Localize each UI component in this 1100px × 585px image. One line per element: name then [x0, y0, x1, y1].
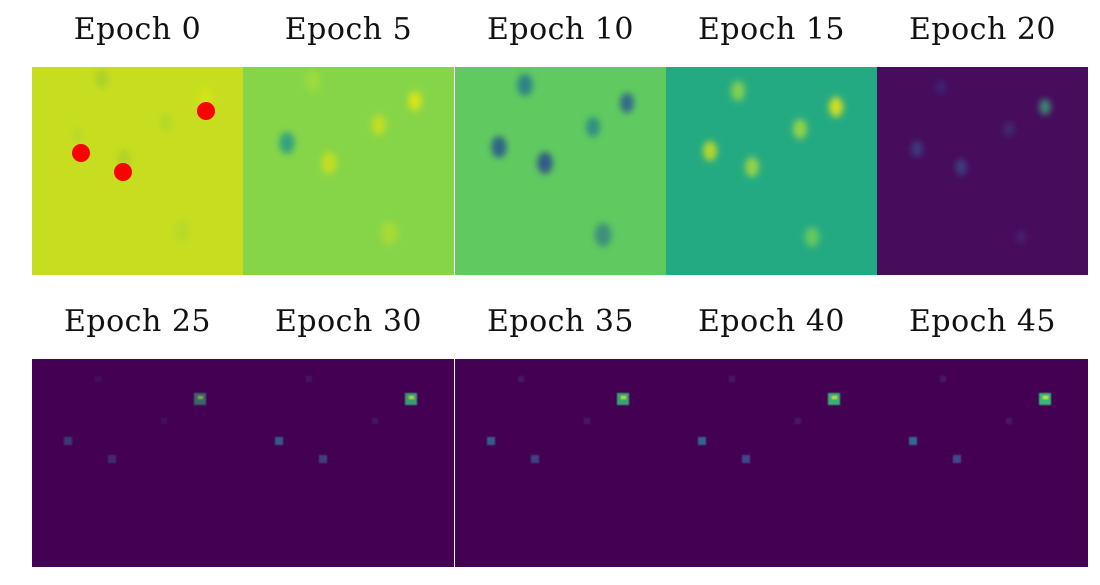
heatmap-background: [877, 359, 1088, 567]
activation-peak: [621, 396, 626, 399]
activation-peak: [1043, 396, 1048, 399]
activation-blob: [955, 159, 967, 175]
activation-blob: [731, 81, 745, 101]
heatmap-panel: [666, 359, 877, 567]
activation-blob: [321, 152, 337, 174]
activation-blob: [517, 74, 533, 96]
heatmap-panel: [877, 67, 1088, 275]
panel-title: Epoch 0: [73, 12, 202, 47]
heatmap-image: [243, 359, 454, 567]
activation-blob: [793, 119, 807, 139]
heatmap-panel: [455, 67, 666, 275]
activation-blob: [487, 437, 495, 445]
activation-blob: [372, 115, 386, 135]
activation-blob: [71, 126, 85, 144]
heatmap-background: [877, 67, 1088, 275]
activation-blob: [161, 418, 167, 424]
activation-blob: [95, 69, 109, 89]
activation-peak: [832, 396, 837, 399]
heatmap-panel: [243, 359, 454, 567]
heatmap-panel: [666, 67, 877, 275]
activation-blob: [537, 152, 553, 174]
activation-blob: [491, 136, 507, 158]
activation-blob: [319, 455, 327, 463]
heatmap-image: [243, 67, 454, 275]
panel-title: Epoch 15: [698, 12, 845, 47]
activation-blob: [108, 455, 116, 463]
heatmap-image: [32, 67, 243, 275]
heatmap-background: [243, 359, 454, 567]
panel-title: Epoch 30: [275, 304, 422, 339]
panel-title: Epoch 35: [487, 304, 634, 339]
panel-title: Epoch 20: [909, 12, 1056, 47]
heatmap-image: [877, 359, 1088, 567]
activation-peak: [409, 396, 414, 399]
activation-blob: [64, 437, 72, 445]
activation-blob: [1006, 418, 1012, 424]
heatmap-background: [455, 67, 666, 275]
activation-blob: [829, 97, 843, 117]
heatmap-background: [32, 359, 243, 567]
heatmap-panel: [455, 359, 666, 567]
activation-blob: [279, 132, 295, 154]
activation-blob: [1004, 122, 1014, 136]
activation-blob: [620, 93, 634, 113]
panel-title: Epoch 40: [698, 304, 845, 339]
activation-blob: [518, 376, 524, 382]
heatmap-panel: [877, 359, 1088, 567]
activation-blob: [1016, 230, 1026, 244]
activation-blob: [805, 227, 819, 247]
panel-title: Epoch 45: [909, 304, 1056, 339]
heatmap-image: [455, 67, 666, 275]
activation-blob: [306, 376, 312, 382]
heatmap-image: [877, 67, 1088, 275]
activation-blob: [408, 91, 422, 111]
activation-blob: [698, 437, 706, 445]
activation-blob: [795, 418, 801, 424]
heatmap-image: [666, 67, 877, 275]
heatmap-background: [455, 359, 666, 567]
activation-blob: [586, 117, 600, 137]
activation-blob: [159, 114, 173, 132]
heatmap-panel: [32, 67, 243, 275]
activation-blob: [199, 88, 213, 106]
activation-blob: [305, 70, 321, 92]
activation-blob: [594, 223, 612, 247]
activation-blob: [742, 455, 750, 463]
activation-peak: [198, 396, 203, 399]
activation-blob: [953, 455, 961, 463]
activation-blob: [703, 141, 717, 161]
heatmap-panel: [243, 67, 454, 275]
heatmap-background: [666, 67, 877, 275]
activation-blob: [1039, 99, 1051, 115]
heatmap-background: [243, 67, 454, 275]
heatmap-image: [32, 359, 243, 567]
activation-blob: [173, 219, 191, 243]
heatmap-panel: [32, 359, 243, 567]
activation-blob: [940, 376, 946, 382]
activation-blob: [531, 455, 539, 463]
activation-blob: [911, 141, 923, 157]
panel-title: Epoch 10: [487, 12, 634, 47]
activation-blob: [95, 376, 101, 382]
activation-blob: [909, 437, 917, 445]
activation-blob: [936, 80, 946, 94]
activation-blob: [372, 418, 378, 424]
activation-blob: [729, 376, 735, 382]
heatmap-background: [666, 359, 877, 567]
marker-dot: [72, 144, 90, 162]
heatmap-image: [666, 359, 877, 567]
activation-blob: [275, 437, 283, 445]
marker-dot: [197, 102, 215, 120]
activation-blob: [380, 221, 398, 245]
marker-dot: [114, 163, 132, 181]
panel-title: Epoch 5: [284, 12, 413, 47]
heatmap-image: [455, 359, 666, 567]
activation-blob: [584, 418, 590, 424]
panel-title: Epoch 25: [64, 304, 211, 339]
activation-blob: [745, 157, 759, 177]
